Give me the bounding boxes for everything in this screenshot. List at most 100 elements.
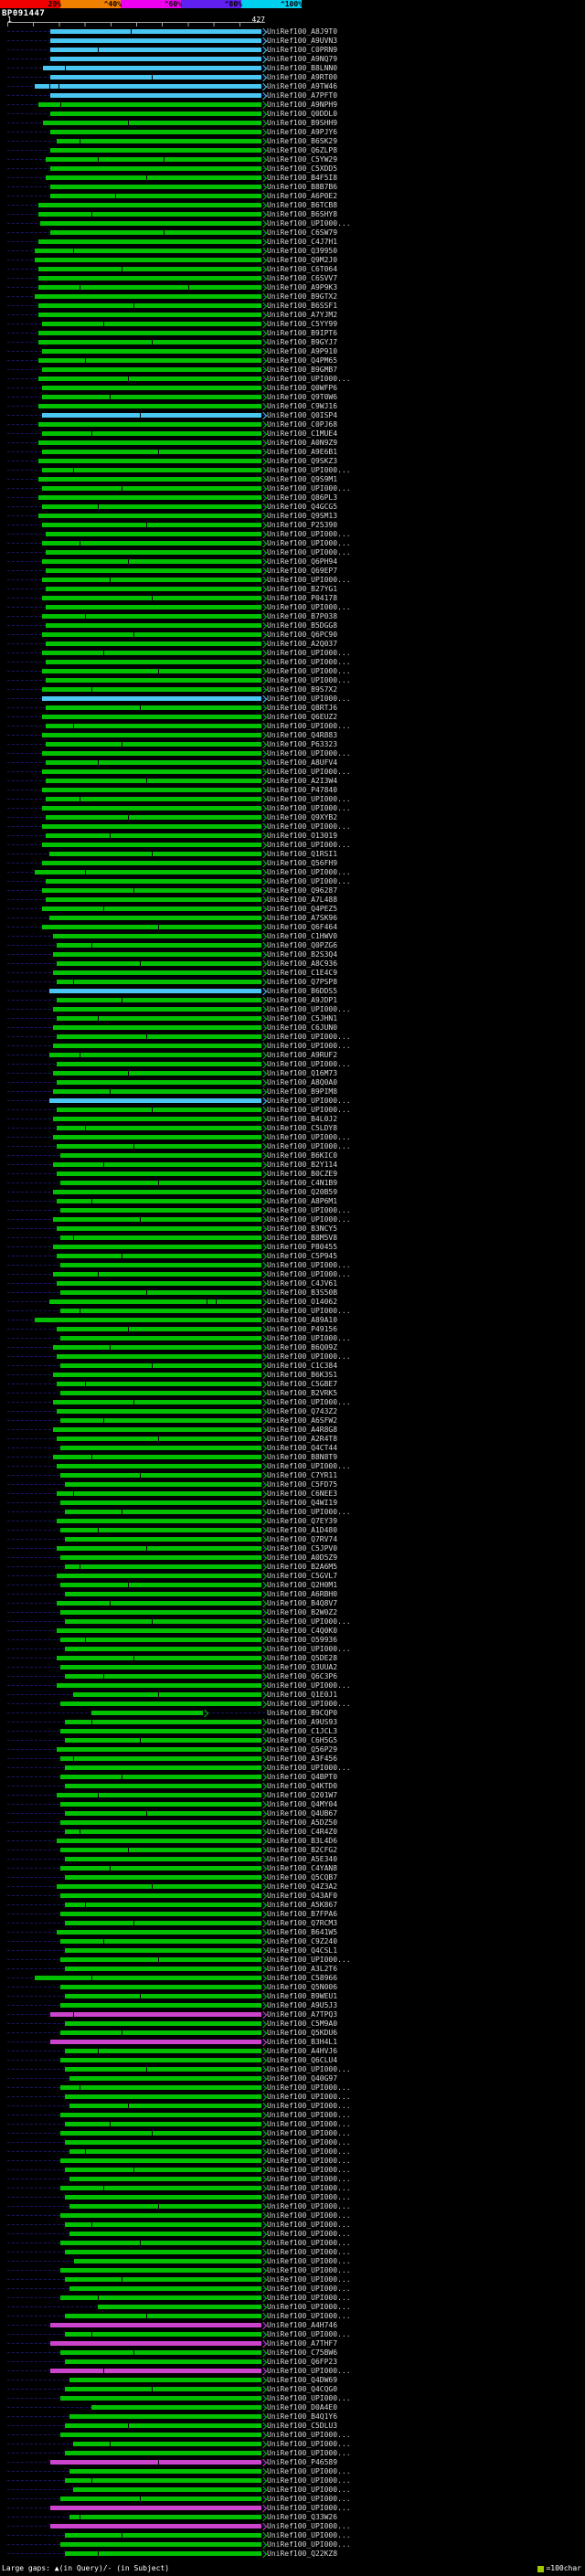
hit-label[interactable]: UniRef100_Q4Z3A2	[267, 1882, 338, 1891]
hit-bar[interactable]	[59, 2268, 261, 2273]
hit-label[interactable]: UniRef100_C5XDD5	[267, 164, 338, 173]
hit-bar[interactable]	[64, 1738, 261, 1743]
hit-bar[interactable]	[56, 1930, 261, 1935]
hit-bar[interactable]	[59, 2158, 261, 2163]
hit-bar[interactable]	[64, 1592, 261, 1596]
hit-label[interactable]: UniRef100_UPI000...	[267, 877, 351, 885]
hit-bar[interactable]	[45, 587, 261, 591]
hit-label[interactable]: UniRef100_UPI000...	[267, 2440, 351, 2448]
hit-label[interactable]: UniRef100_B3H4L1	[267, 2038, 338, 2046]
hit-bar[interactable]	[50, 57, 261, 61]
hit-label[interactable]: UniRef100_Q7PSP8	[267, 978, 338, 986]
hit-label[interactable]: UniRef100_UPI000...	[267, 539, 351, 547]
hit-label[interactable]: UniRef100_C5FD75	[267, 1480, 338, 1489]
hit-label[interactable]: UniRef100_UPI000...	[267, 2211, 351, 2220]
hit-bar[interactable]	[52, 1044, 261, 1048]
hit-bar[interactable]	[59, 1336, 261, 1341]
hit-label[interactable]: UniRef100_A0D5Z9	[267, 1553, 338, 1562]
hit-label[interactable]: UniRef100_UPI000...	[267, 722, 351, 730]
hit-bar[interactable]	[59, 2295, 261, 2300]
hit-label[interactable]: UniRef100_Q7RCM3	[267, 1919, 338, 1927]
hit-bar[interactable]	[48, 1299, 261, 1304]
hit-label[interactable]: UniRef100_B2W0Z2	[267, 1608, 338, 1617]
hit-bar[interactable]	[56, 1226, 261, 1231]
hit-label[interactable]: UniRef100_Q33W26	[267, 2513, 338, 2521]
hit-bar[interactable]	[50, 194, 261, 198]
hit-bar[interactable]	[56, 1884, 261, 1889]
hit-label[interactable]: UniRef100_Q5N006	[267, 1983, 338, 1991]
hit-bar[interactable]	[59, 2433, 261, 2437]
hit-label[interactable]: UniRef100_UPI000...	[267, 2230, 351, 2238]
hit-bar[interactable]	[59, 2350, 261, 2355]
hit-label[interactable]: UniRef100_Q6PC90	[267, 631, 338, 639]
hit-bar[interactable]	[64, 2140, 261, 2145]
hit-label[interactable]: UniRef100_B9IPT6	[267, 329, 338, 337]
hit-label[interactable]: UniRef100_C75BW6	[267, 2348, 338, 2357]
hit-bar[interactable]	[64, 2021, 261, 2026]
hit-bar[interactable]	[37, 422, 261, 427]
hit-bar[interactable]	[56, 1354, 261, 1359]
hit-bar[interactable]	[56, 1034, 261, 1039]
hit-label[interactable]: UniRef100_A9E6B1	[267, 448, 338, 456]
hit-bar[interactable]	[69, 2231, 261, 2236]
hit-label[interactable]: UniRef100_B6SK29	[267, 137, 338, 145]
hit-bar[interactable]	[91, 2405, 261, 2410]
hit-bar[interactable]	[37, 102, 261, 107]
hit-label[interactable]: UniRef100_UPI000...	[267, 2540, 351, 2549]
hit-label[interactable]: UniRef100_Q4GCG5	[267, 503, 338, 511]
hit-bar[interactable]	[41, 413, 261, 418]
hit-bar[interactable]	[52, 1007, 261, 1012]
hit-bar[interactable]	[41, 687, 261, 692]
hit-label[interactable]: UniRef100_Q4CT44	[267, 1444, 338, 1452]
hit-bar[interactable]	[59, 1939, 261, 1944]
hit-bar[interactable]	[45, 175, 261, 180]
hit-label[interactable]: UniRef100_A4HVJ6	[267, 2047, 338, 2055]
hit-label[interactable]: UniRef100_Q0WFP6	[267, 384, 338, 392]
hit-bar[interactable]	[37, 358, 261, 363]
hit-bar[interactable]	[56, 1108, 261, 1112]
hit-label[interactable]: UniRef100_Q4CSL1	[267, 1946, 338, 1955]
hit-bar[interactable]	[64, 2195, 261, 2200]
hit-bar[interactable]	[52, 1135, 261, 1140]
hit-bar[interactable]	[64, 1903, 261, 1907]
hit-label[interactable]: UniRef100_Q39950	[267, 247, 338, 255]
hit-label[interactable]: UniRef100_UPI000...	[267, 2504, 351, 2512]
hit-bar[interactable]	[37, 303, 261, 308]
hit-bar[interactable]	[69, 2515, 261, 2519]
hit-label[interactable]: UniRef100_Q9M2J0	[267, 256, 338, 264]
hit-label[interactable]: UniRef100_UPI000...	[267, 1352, 351, 1361]
hit-bar[interactable]	[41, 349, 261, 354]
hit-bar[interactable]	[56, 1464, 261, 1468]
hit-label[interactable]: UniRef100_B2CFG2	[267, 1846, 338, 1854]
hit-label[interactable]: UniRef100_UPI000...	[267, 375, 351, 383]
hit-bar[interactable]	[41, 824, 261, 829]
hit-label[interactable]: UniRef100_A0N9Z9	[267, 439, 338, 447]
hit-label[interactable]: UniRef100_Q0DDL0	[267, 110, 338, 118]
hit-bar[interactable]	[69, 2076, 261, 2081]
hit-bar[interactable]	[69, 2414, 261, 2419]
hit-label[interactable]: UniRef100_C5YY99	[267, 320, 338, 328]
hit-bar[interactable]	[45, 833, 261, 838]
hit-bar[interactable]	[59, 1848, 261, 1852]
hit-label[interactable]: UniRef100_Q20B59	[267, 1188, 338, 1196]
hit-bar[interactable]	[64, 2277, 261, 2282]
hit-bar[interactable]	[41, 888, 261, 893]
hit-bar[interactable]	[73, 2487, 261, 2492]
hit-label[interactable]: UniRef100_A9PJY6	[267, 128, 338, 136]
hit-bar[interactable]	[73, 2442, 261, 2446]
hit-label[interactable]: UniRef100_Q4PEZ5	[267, 905, 338, 913]
hit-label[interactable]: UniRef100_Q5KDU6	[267, 2029, 338, 2037]
hit-label[interactable]: UniRef100_B3S50B	[267, 1288, 338, 1297]
hit-label[interactable]: UniRef100_UPI000...	[267, 667, 351, 675]
hit-label[interactable]: UniRef100_Q7RV74	[267, 1535, 338, 1543]
hit-label[interactable]: UniRef100_Q4KTD0	[267, 1782, 338, 1790]
hit-label[interactable]: UniRef100_B2Y114	[267, 1161, 338, 1169]
hit-bar[interactable]	[41, 395, 261, 399]
hit-label[interactable]: UniRef100_UPI000...	[267, 484, 351, 493]
hit-label[interactable]: UniRef100_UPI000...	[267, 2193, 351, 2201]
hit-bar[interactable]	[64, 2314, 261, 2318]
hit-bar[interactable]	[59, 1446, 261, 1450]
hit-bar[interactable]	[56, 1409, 261, 1414]
hit-label[interactable]: UniRef100_C58966	[267, 1974, 338, 1982]
hit-label[interactable]: UniRef100_UPI000...	[267, 2303, 351, 2311]
